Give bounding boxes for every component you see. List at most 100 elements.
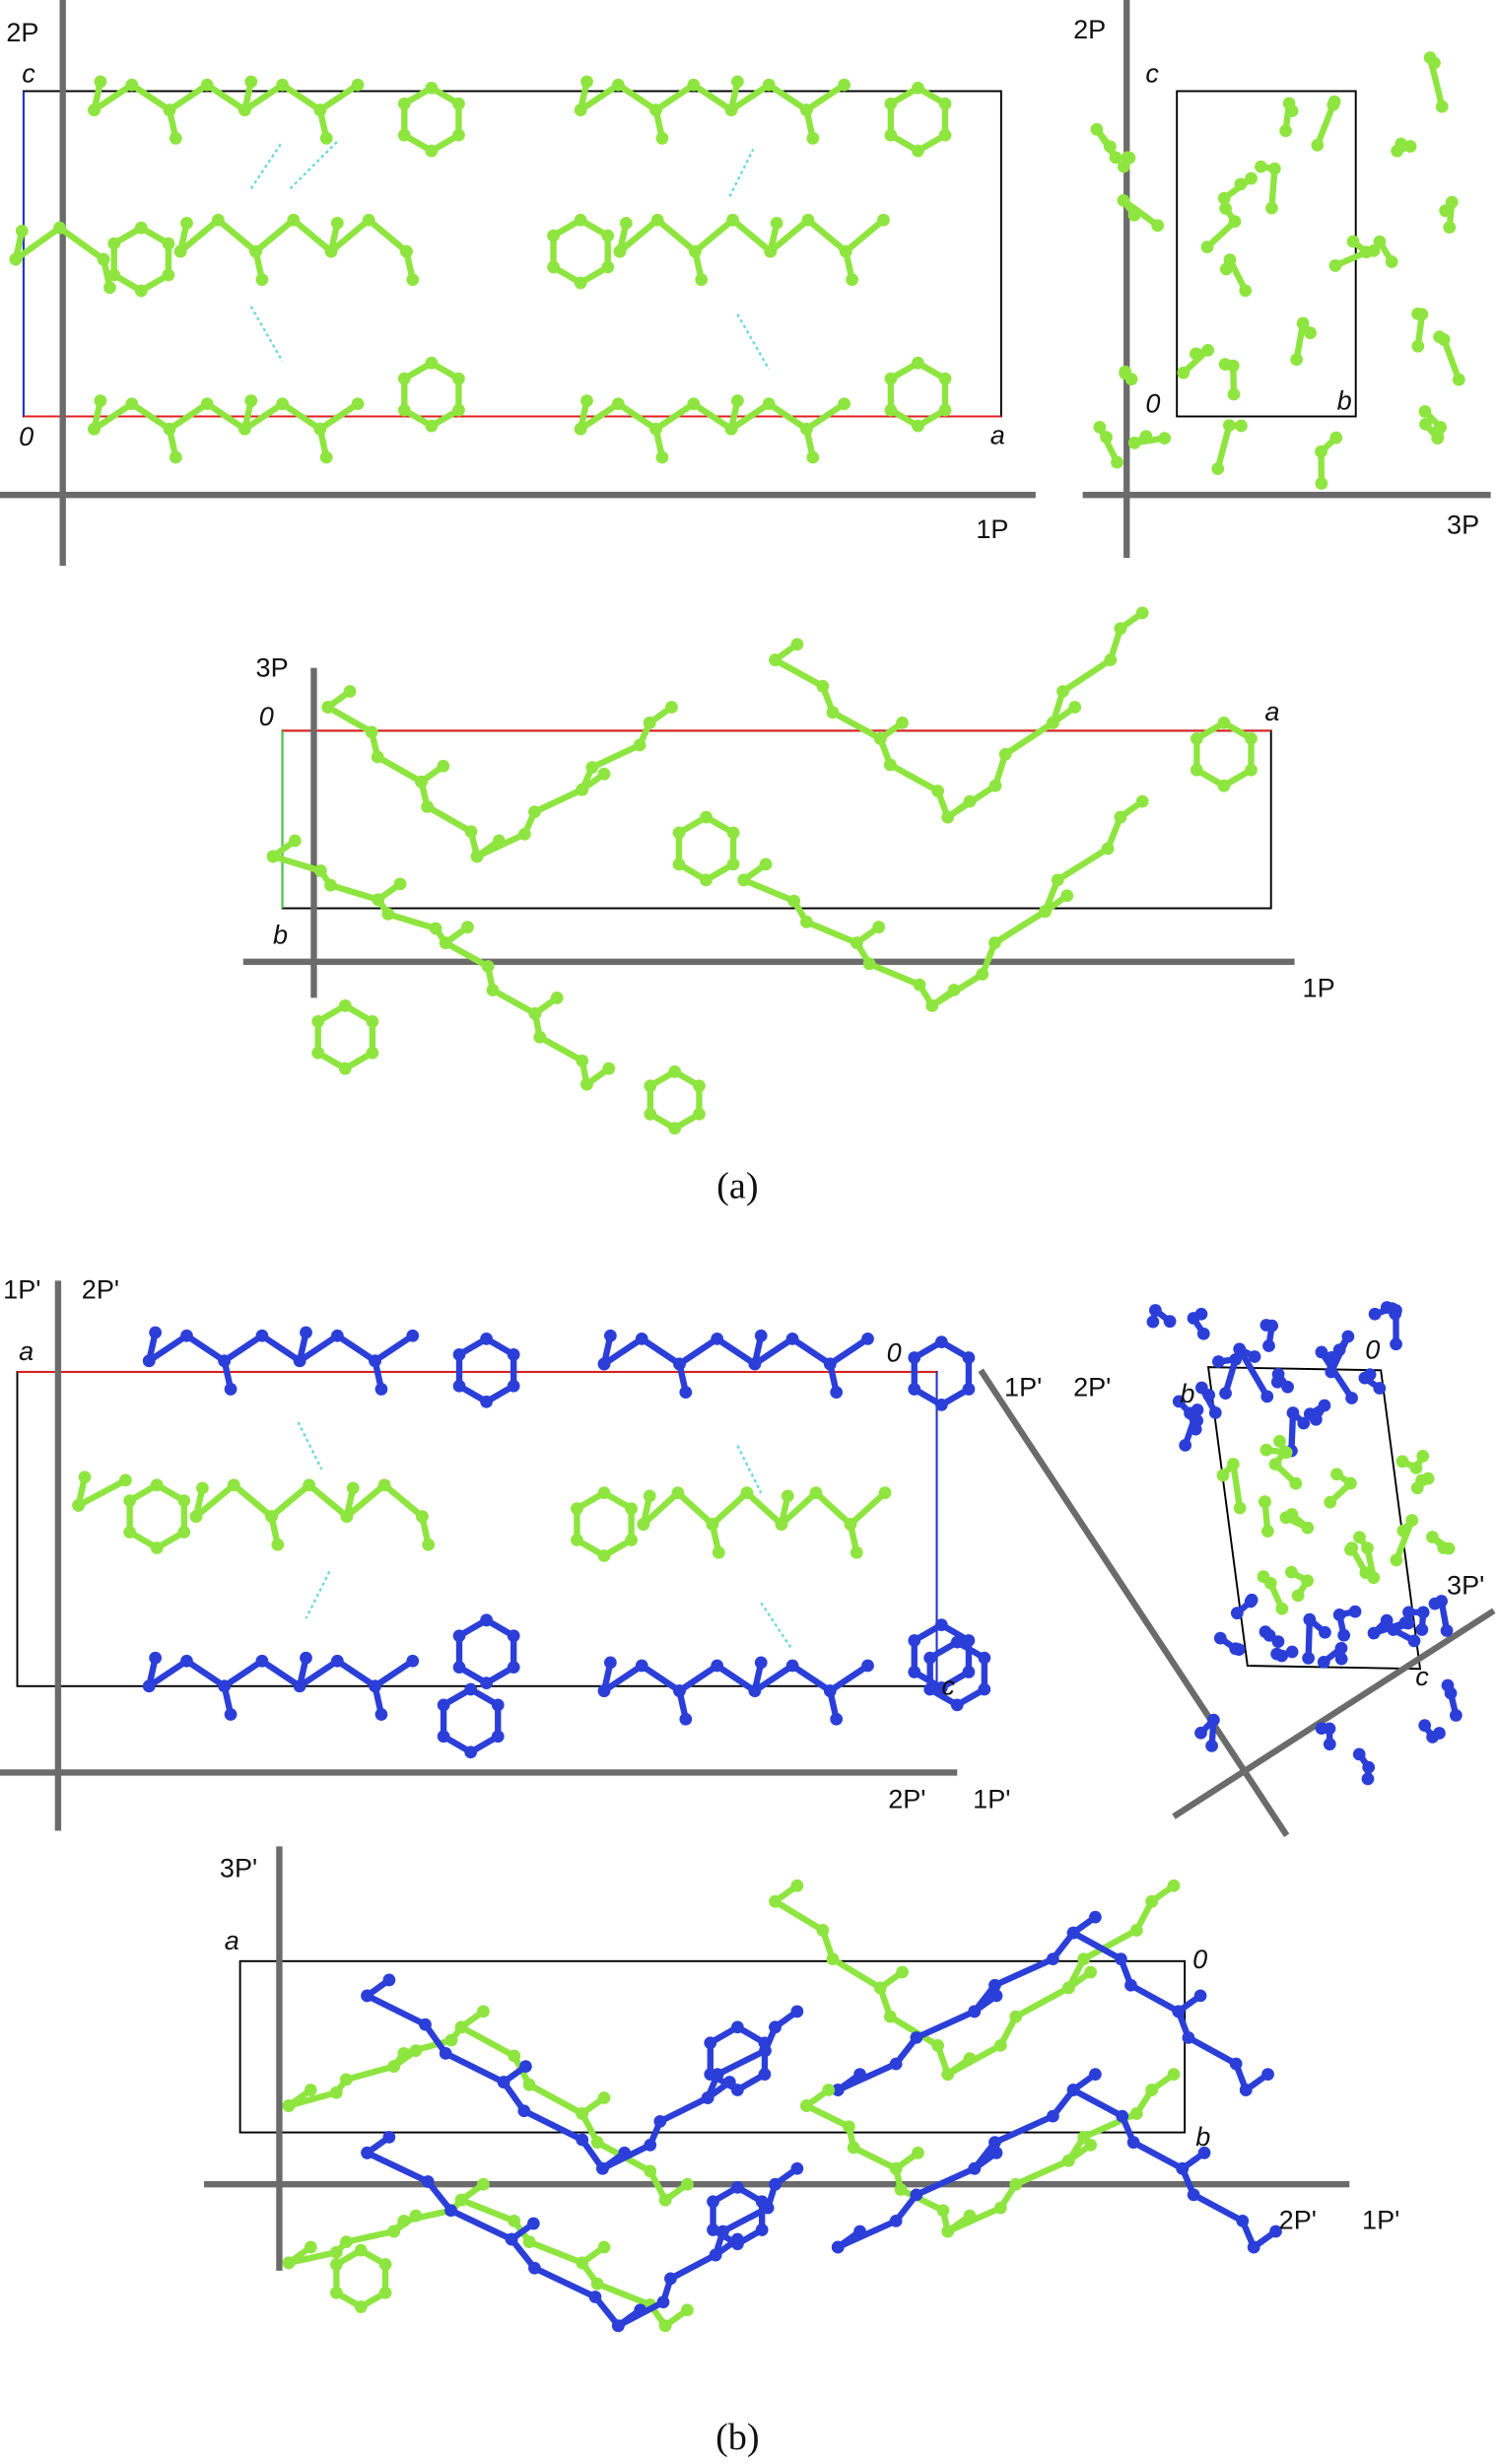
atom [319,450,333,464]
atom [437,1730,450,1744]
molecule [321,701,656,863]
molecule [1426,1531,1456,1555]
atom [1302,1651,1315,1665]
atom [978,1651,991,1665]
atom [988,779,1002,792]
molecule [311,999,379,1075]
atom [571,1502,583,1515]
molecule [1114,794,1149,824]
atom [941,2224,955,2238]
molecule [72,1471,92,1512]
molecule [873,717,909,745]
atom [585,761,599,774]
molecules [9,51,1465,2333]
atom [704,2068,717,2081]
caption: (a) [716,1166,758,1207]
atom [1270,1375,1284,1389]
atom [366,1046,379,1060]
axis-label: 0 [887,1337,902,1368]
atom [839,244,852,258]
atom [1191,763,1203,777]
molecule [1325,1330,1355,1379]
molecule [1390,1514,1419,1567]
atom [790,2161,804,2175]
atom [755,2195,769,2209]
bond [147,1658,415,1689]
atom [950,1698,964,1712]
molecule [1200,202,1242,254]
atom [304,2084,317,2096]
atom [1386,1302,1398,1315]
atom [873,731,887,745]
atom [1244,1595,1258,1608]
molecule [769,622,1127,824]
molecule [968,1989,1003,2019]
atom [1415,1623,1429,1636]
atom [238,422,251,436]
axis-label: 1P' [973,1783,1010,1814]
atom [406,1329,420,1342]
atom [1235,419,1248,433]
atom [649,103,662,116]
atom [397,372,411,385]
molecule [1257,1570,1289,1615]
atom [1127,437,1141,449]
atom [758,2068,772,2081]
atom [597,2091,611,2104]
atom [822,2084,836,2096]
atom [149,1651,163,1665]
molecule [293,1651,312,1693]
atom [526,2217,540,2230]
atom [464,825,478,839]
atom [934,1618,948,1631]
atom [1265,201,1278,215]
atom [748,1357,762,1371]
atom [1325,1365,1338,1379]
molecule [1047,701,1082,729]
atom [613,244,627,258]
molecule [163,422,182,464]
atom [693,1079,706,1093]
atom [419,2018,432,2031]
atom [452,403,465,417]
atom [329,2086,343,2099]
atom [823,1684,837,1697]
atom [134,284,148,298]
atom [53,221,66,235]
atom [889,2057,903,2071]
atom [688,244,702,258]
atom [1039,905,1052,919]
atom [700,873,713,887]
atom [1268,1458,1282,1471]
atom [1285,1565,1298,1579]
atom [672,857,686,871]
atom [679,1712,693,1726]
atom [382,1973,396,1987]
bond [455,1335,517,1405]
atom [293,1679,306,1693]
atom [369,1354,381,1368]
atom [884,372,898,385]
molecule [1353,1531,1381,1585]
molecule [1146,1304,1177,1329]
axis-label: a [19,1335,34,1366]
molecule [724,75,744,116]
atom [912,356,924,370]
molecule [218,1354,238,1396]
atom [94,394,107,407]
atom [481,960,495,973]
atom [528,1007,542,1020]
atom [517,2104,531,2118]
atom [925,999,939,1012]
atom [1296,316,1310,330]
atom [1226,1458,1240,1471]
molecule [400,244,420,287]
molecule [1433,330,1465,386]
atom [163,422,176,436]
molecule [839,244,858,287]
atom [730,2181,744,2194]
atom [107,268,121,282]
atom [831,2084,845,2096]
molecule [574,394,593,436]
atom [177,1494,191,1508]
